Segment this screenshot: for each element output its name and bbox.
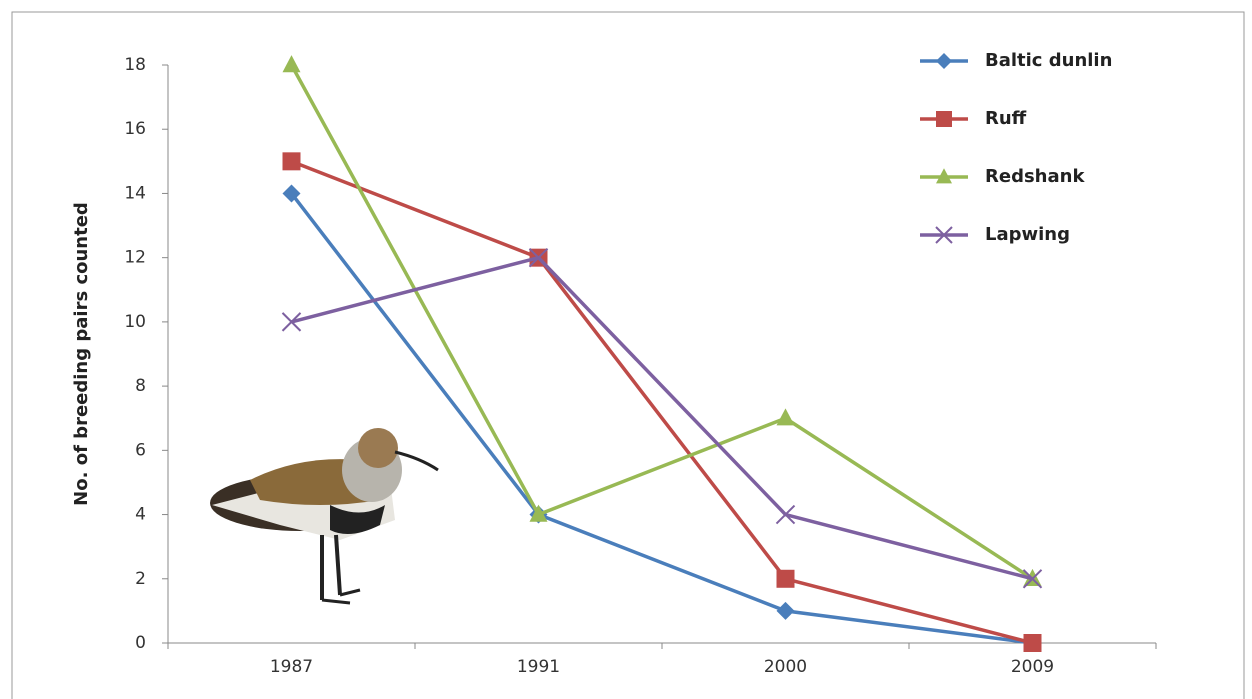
y-tick-label: 8 [135, 376, 146, 396]
x-tick-label: 1987 [270, 657, 313, 677]
chart: No. of breeding pairs counted 0 2 4 6 8 10 12 1… [0, 0, 1252, 699]
y-tick-label: 16 [124, 119, 146, 139]
marker [936, 53, 952, 69]
y-tick-label: 14 [124, 183, 146, 203]
legend-label: Baltic dunlin [985, 50, 1112, 71]
x-tick-label: 2000 [764, 657, 807, 677]
frame [12, 12, 1244, 699]
y-tick-label: 4 [135, 505, 146, 525]
y-tick-label: 12 [124, 248, 146, 268]
marker [936, 111, 952, 127]
y-tick-label: 10 [124, 312, 146, 332]
marker [1024, 634, 1042, 652]
marker [283, 55, 301, 72]
marker [283, 152, 301, 170]
bird-illustration [210, 428, 438, 603]
marker [777, 570, 795, 588]
y-tick-label: 18 [124, 55, 146, 75]
y-axis-label: No. of breeding pairs counted [71, 202, 92, 506]
marker [777, 602, 795, 620]
legend-label: Ruff [985, 108, 1027, 129]
x-tick-label: 1991 [517, 657, 560, 677]
y-tick-label: 2 [135, 569, 146, 589]
marker [777, 408, 795, 425]
x-tick-label: 2009 [1011, 657, 1054, 677]
legend-label: Lapwing [985, 224, 1070, 245]
series-line [292, 65, 1033, 579]
page: No. of breeding pairs counted 0 2 4 6 8 10 12 1… [0, 0, 1252, 699]
y-tick-label: 0 [135, 633, 146, 653]
y-tick-label: 6 [135, 440, 146, 460]
legend-label: Redshank [985, 166, 1085, 187]
